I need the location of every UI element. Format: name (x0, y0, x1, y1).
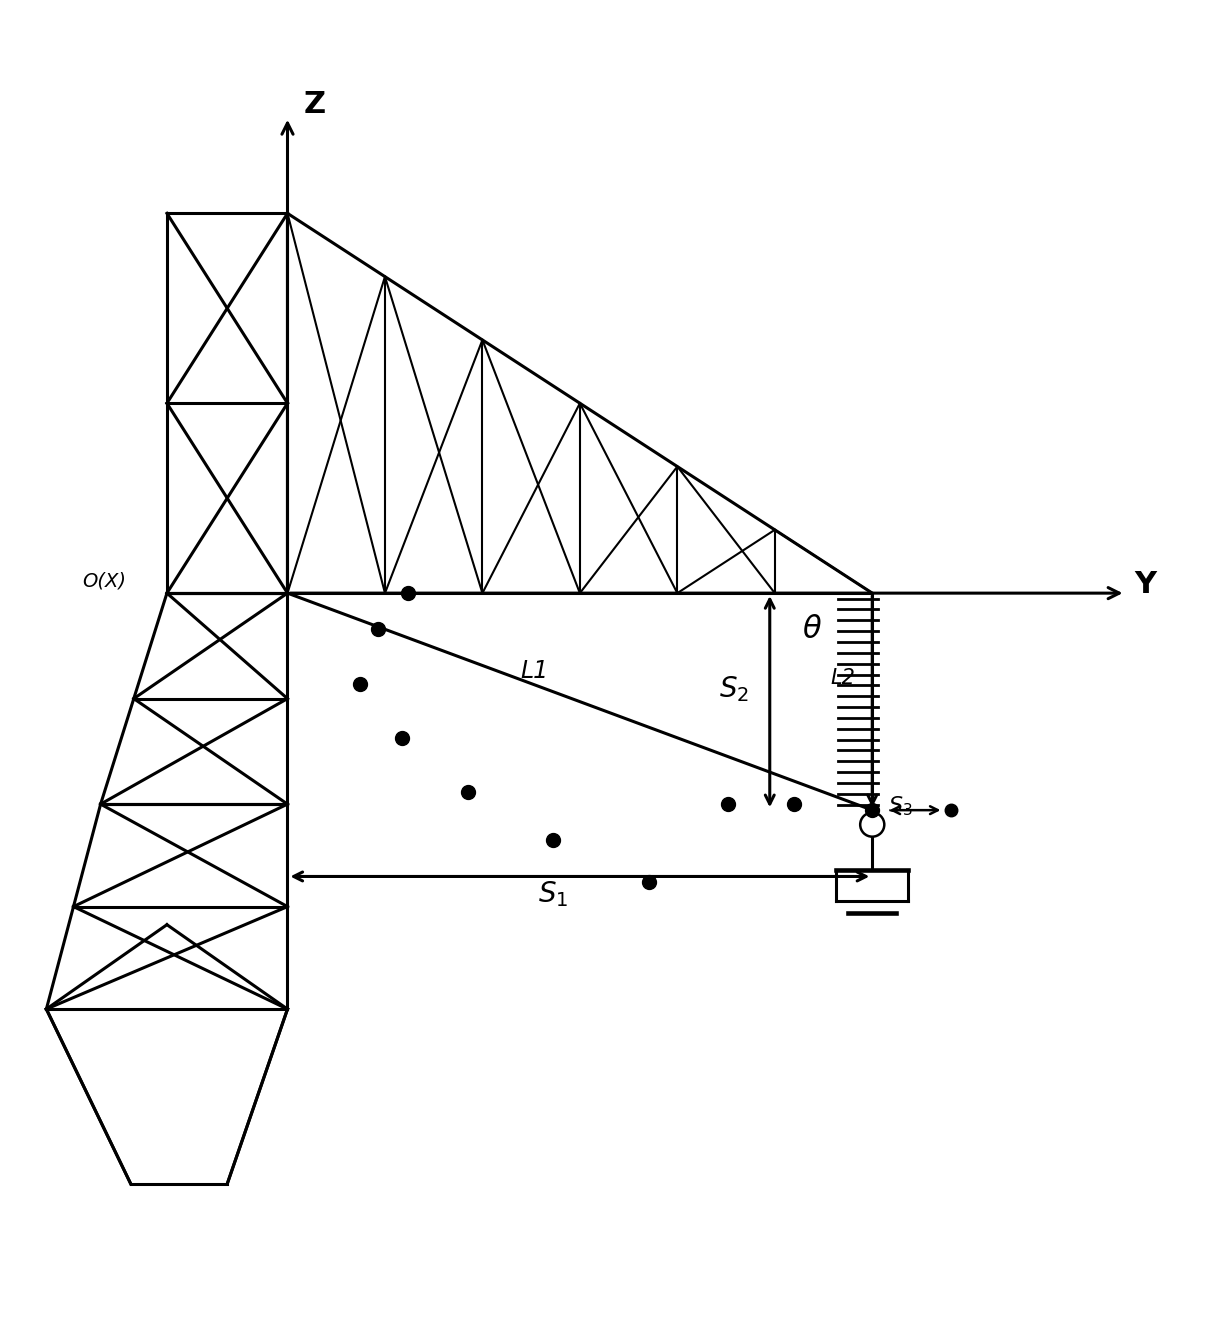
Text: $S_3$: $S_3$ (887, 795, 913, 818)
Text: $\theta$: $\theta$ (802, 615, 822, 643)
Text: $S_2$: $S_2$ (719, 674, 749, 705)
Text: O(X): O(X) (83, 572, 126, 591)
Text: $S_1$: $S_1$ (538, 880, 568, 909)
Text: Z: Z (304, 90, 325, 120)
Text: L2: L2 (830, 667, 855, 688)
Text: Y: Y (1134, 571, 1156, 599)
Text: L1: L1 (521, 659, 549, 684)
